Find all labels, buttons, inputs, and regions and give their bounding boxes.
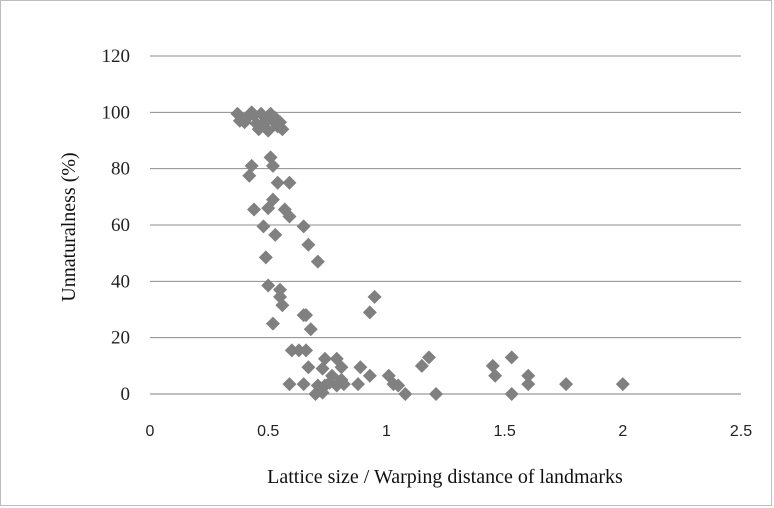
scatter-point	[256, 219, 271, 234]
scatter-point	[275, 122, 290, 137]
scatter-point	[317, 351, 332, 366]
y-tick-label: 20	[111, 328, 130, 349]
scatter-point	[247, 202, 262, 217]
y-tick-label: 80	[111, 159, 130, 180]
x-tick-labels: 0 0.5 1 1.5 2 2.5	[146, 423, 753, 440]
scatter-point	[367, 289, 382, 304]
scatter-point	[310, 254, 325, 269]
y-tick-label: 40	[111, 271, 130, 292]
y-tick-label: 0	[121, 384, 131, 405]
scatter-point	[284, 343, 299, 358]
y-tick-label: 100	[102, 102, 131, 123]
scatter-point	[296, 219, 311, 234]
x-tick-label: 0.5	[257, 423, 279, 440]
scatter-point	[282, 209, 297, 224]
scatter-point	[391, 378, 406, 393]
x-tick-label: 1	[382, 423, 391, 440]
scatter-point	[362, 368, 377, 383]
y-axis-label: Unnaturalness (%)	[58, 152, 80, 301]
scatter-point	[315, 361, 330, 376]
scatter-point	[265, 158, 280, 173]
scatter-point	[521, 368, 536, 383]
scatter-point	[282, 175, 297, 190]
scatter-point	[488, 368, 503, 383]
scatter-point	[301, 237, 316, 252]
scatter-point	[485, 358, 500, 373]
scatter-point	[429, 387, 444, 401]
scatter-point	[273, 282, 288, 297]
scatter-point	[334, 360, 349, 375]
scatter-point	[299, 343, 314, 358]
scatter-point	[303, 322, 318, 337]
scatter-point	[261, 278, 276, 293]
scatter-point	[615, 377, 630, 392]
scatter-point	[362, 305, 377, 320]
scatter-point	[351, 377, 366, 392]
x-tick-label: 0	[146, 423, 155, 440]
scatter-point	[268, 227, 283, 242]
scatter-point	[504, 387, 519, 401]
y-tick-label: 120	[102, 46, 131, 67]
x-tick-label: 2	[618, 423, 627, 440]
scatter-point	[315, 385, 330, 400]
scatter-point	[270, 175, 285, 190]
scatter-point	[504, 350, 519, 365]
y-tick-label: 60	[111, 215, 130, 236]
scatter-point	[559, 377, 574, 392]
scatter-point	[251, 122, 266, 137]
scatter-point	[336, 377, 351, 392]
scatter-point	[353, 360, 368, 375]
x-tick-label: 2.5	[730, 423, 752, 440]
scatter-point	[265, 316, 280, 331]
scatter-point	[299, 308, 314, 323]
scatter-point	[258, 250, 273, 265]
scatter-point	[296, 377, 311, 392]
scatter-point	[301, 360, 316, 375]
scatter-point	[414, 358, 429, 373]
data-points	[230, 105, 630, 401]
scatter-point	[275, 298, 290, 313]
scatter-point	[242, 168, 257, 183]
scatter-point	[261, 201, 276, 216]
y-tick-labels: 0 20 40 60 80 100 120	[102, 46, 131, 405]
gridlines	[150, 55, 741, 395]
scatter-point	[521, 377, 536, 392]
scatter-point	[291, 343, 306, 358]
scatter-point	[421, 350, 436, 365]
scatter-point	[244, 158, 259, 173]
scatter-point	[398, 387, 413, 401]
x-axis-label: Lattice size / Warping distance of landm…	[267, 466, 623, 488]
scatter-point	[282, 377, 297, 392]
x-tick-label: 1.5	[493, 423, 515, 440]
